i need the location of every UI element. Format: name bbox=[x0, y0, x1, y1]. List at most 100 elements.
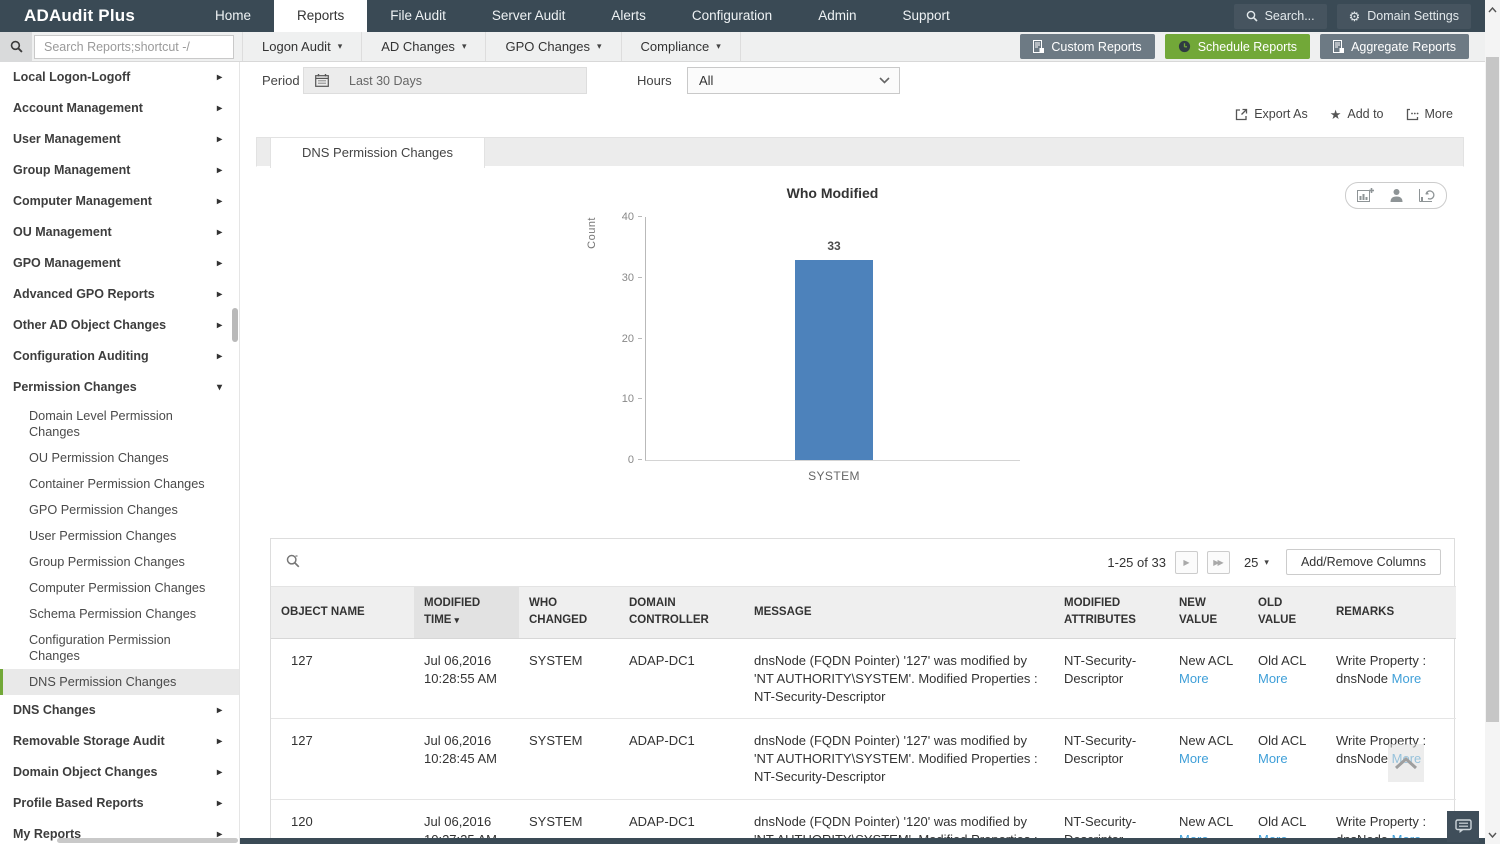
pagination: 1-25 of 33 ▶ ▶▶ 25 ▾ Add/Remove Columns bbox=[1107, 549, 1441, 575]
cell-modified-time: Jul 06,2016 10:27:25 AM bbox=[414, 799, 519, 844]
topnav-item[interactable]: Home bbox=[215, 8, 252, 23]
sidebar-subitem[interactable]: Group Permission Changes bbox=[29, 555, 185, 569]
old-value-more-link[interactable]: More bbox=[1258, 670, 1288, 686]
sidebar-item[interactable]: Local Logon-Logoff ▸ bbox=[13, 70, 222, 84]
sidebar-item[interactable]: Computer Management ▸ bbox=[13, 194, 222, 208]
sidebar-subitem[interactable]: User Permission Changes bbox=[29, 529, 177, 543]
column-header[interactable]: OLD VALUE▾ bbox=[1248, 586, 1326, 639]
sidebar-item[interactable]: Account Management ▸ bbox=[13, 101, 222, 115]
sidebar-subitem[interactable]: DNS Permission Changes bbox=[0, 669, 239, 695]
next-page-button[interactable]: ▶ bbox=[1174, 550, 1198, 574]
report-search-icon-box[interactable] bbox=[0, 31, 32, 62]
topnav-item[interactable]: File Audit bbox=[390, 8, 446, 23]
chevron-right-icon: ▸ bbox=[216, 134, 222, 145]
hours-select[interactable]: All bbox=[687, 67, 900, 94]
page-scrollbar-thumb[interactable] bbox=[1486, 57, 1499, 722]
page-size-select[interactable]: 25 ▾ bbox=[1243, 554, 1269, 570]
y-tick-label: 10 bbox=[622, 393, 642, 405]
domain-settings-button[interactable]: ⚙ Domain Settings bbox=[1336, 3, 1471, 29]
feedback-chat-button[interactable] bbox=[1447, 811, 1479, 842]
table-header-row: OBJECT NAME▾ MODIFIED TIME▾ WHO CHANGED▾… bbox=[271, 586, 1456, 639]
report-menu-dropdown[interactable]: AD Changes ▾ bbox=[362, 32, 487, 61]
report-menu-dropdown[interactable]: Logon Audit ▾ bbox=[243, 32, 363, 61]
page-scrollbar[interactable] bbox=[1485, 0, 1500, 844]
column-header[interactable]: OBJECT NAME▾ bbox=[271, 586, 414, 639]
report-search-input[interactable] bbox=[34, 34, 234, 59]
sidebar-item-permission-changes[interactable]: Permission Changes ▾ bbox=[13, 380, 222, 394]
play-icon: ▶ bbox=[1183, 557, 1190, 567]
sidebar-item[interactable]: OU Management ▸ bbox=[13, 225, 222, 239]
topnav-item[interactable]: Configuration bbox=[691, 8, 773, 23]
table-search-icon[interactable] bbox=[286, 554, 300, 568]
report-content: Period Last 30 Days Hours All Export As … bbox=[240, 62, 1485, 844]
topnav-item[interactable]: Support bbox=[902, 8, 950, 23]
column-header[interactable]: DOMAIN CONTROLLER▾ bbox=[619, 586, 744, 639]
table-toolbar: 1-25 of 33 ▶ ▶▶ 25 ▾ Add/Remove Columns bbox=[271, 539, 1454, 586]
add-chart-icon[interactable] bbox=[1357, 188, 1374, 203]
last-page-button[interactable]: ▶▶ bbox=[1206, 550, 1230, 574]
export-as-button[interactable]: Export As bbox=[1235, 107, 1308, 121]
column-header[interactable]: MESSAGE▾ bbox=[744, 586, 1054, 639]
new-value-more-link[interactable]: More bbox=[1179, 670, 1209, 686]
sidebar-item[interactable]: Removable Storage Audit ▸ bbox=[13, 734, 222, 748]
chart-toolbar bbox=[1345, 182, 1447, 209]
topnav-item[interactable]: Server Audit bbox=[491, 8, 566, 23]
sidebar-subitem[interactable]: GPO Permission Changes bbox=[29, 503, 178, 517]
column-header[interactable]: WHO CHANGED▾ bbox=[519, 586, 619, 639]
report-menu-dropdown[interactable]: GPO Changes ▾ bbox=[486, 32, 622, 61]
sidebar-subitem[interactable]: OU Permission Changes bbox=[29, 451, 169, 465]
sidebar-item[interactable]: DNS Changes ▸ bbox=[13, 703, 222, 717]
fast-forward-icon: ▶▶ bbox=[1213, 557, 1223, 567]
sidebar-subitem[interactable]: Configuration Permission Changes bbox=[29, 633, 171, 663]
custom-reports-button[interactable]: Custom Reports bbox=[1020, 34, 1155, 59]
sidebar-subitem[interactable]: Container Permission Changes bbox=[29, 477, 205, 491]
sidebar-item[interactable]: Advanced GPO Reports ▸ bbox=[13, 287, 222, 301]
audit-table: OBJECT NAME▾ MODIFIED TIME▾ WHO CHANGED▾… bbox=[271, 586, 1456, 844]
sidebar-item[interactable]: Profile Based Reports ▸ bbox=[13, 796, 222, 810]
sidebar-item[interactable]: Group Management ▸ bbox=[13, 163, 222, 177]
column-header[interactable]: REMARKS▾ bbox=[1326, 586, 1456, 639]
sidebar-hscrollbar-thumb[interactable] bbox=[57, 838, 238, 843]
aggregate-reports-button[interactable]: Aggregate Reports bbox=[1320, 34, 1469, 59]
cell-modified-attributes: NT-Security-Descriptor bbox=[1054, 638, 1169, 720]
sidebar-item[interactable]: My Reports ▸ bbox=[13, 827, 222, 841]
more-actions-button[interactable]: More bbox=[1406, 107, 1453, 121]
topnav-item[interactable]: Reports bbox=[274, 0, 368, 32]
chart-bar[interactable] bbox=[795, 259, 873, 460]
sidebar-subitem[interactable]: Computer Permission Changes bbox=[29, 581, 206, 595]
chevron-right-icon: ▸ bbox=[216, 829, 222, 840]
column-header[interactable]: MODIFIED ATTRIBUTES▾ bbox=[1054, 586, 1169, 639]
topnav-item[interactable]: Admin bbox=[818, 8, 857, 23]
global-search-button[interactable]: Search... bbox=[1233, 3, 1327, 29]
remarks-more-link[interactable]: More bbox=[1391, 670, 1422, 686]
reports-toolbar: Logon Audit ▾ AD Changes ▾ GPO Changes ▾… bbox=[0, 31, 1485, 62]
user-chart-icon[interactable] bbox=[1389, 188, 1404, 203]
sidebar-item[interactable]: User Management ▸ bbox=[13, 132, 222, 146]
scroll-to-top-button[interactable] bbox=[1388, 744, 1424, 782]
sidebar-scrollbar-thumb[interactable] bbox=[232, 308, 238, 342]
topnav-item[interactable]: Alerts bbox=[611, 8, 646, 23]
column-header[interactable]: MODIFIED TIME ▾ bbox=[414, 586, 519, 639]
report-menu-dropdown[interactable]: Compliance ▾ bbox=[622, 32, 741, 61]
scroll-up-arrow[interactable] bbox=[1485, 2, 1500, 17]
old-value-more-link[interactable]: More bbox=[1258, 751, 1288, 767]
sidebar-item[interactable]: Configuration Auditing ▸ bbox=[13, 349, 222, 363]
refresh-chart-icon[interactable] bbox=[1418, 188, 1435, 203]
period-picker[interactable]: Last 30 Days bbox=[303, 67, 587, 94]
column-header[interactable]: NEW VALUE▾ bbox=[1169, 586, 1248, 639]
scroll-down-arrow[interactable] bbox=[1485, 827, 1500, 842]
sidebar-item[interactable]: Other AD Object Changes ▸ bbox=[13, 318, 222, 332]
sidebar-subitem[interactable]: Schema Permission Changes bbox=[29, 607, 197, 621]
sidebar-item[interactable]: GPO Management ▸ bbox=[13, 256, 222, 270]
tab-dns-permission-changes[interactable]: DNS Permission Changes bbox=[270, 137, 486, 168]
pagination-range: 1-25 of 33 bbox=[1107, 554, 1166, 570]
sidebar-item[interactable]: Domain Object Changes ▸ bbox=[13, 765, 222, 779]
add-remove-columns-button[interactable]: Add/Remove Columns bbox=[1285, 549, 1441, 575]
schedule-reports-button[interactable]: Schedule Reports bbox=[1164, 34, 1311, 59]
new-value-more-link[interactable]: More bbox=[1179, 751, 1209, 767]
cell-object-name: 120 bbox=[271, 799, 414, 844]
add-to-button[interactable]: ★ Add to bbox=[1329, 106, 1384, 122]
sidebar-subitem[interactable]: Domain Level Permission Changes bbox=[29, 409, 173, 439]
